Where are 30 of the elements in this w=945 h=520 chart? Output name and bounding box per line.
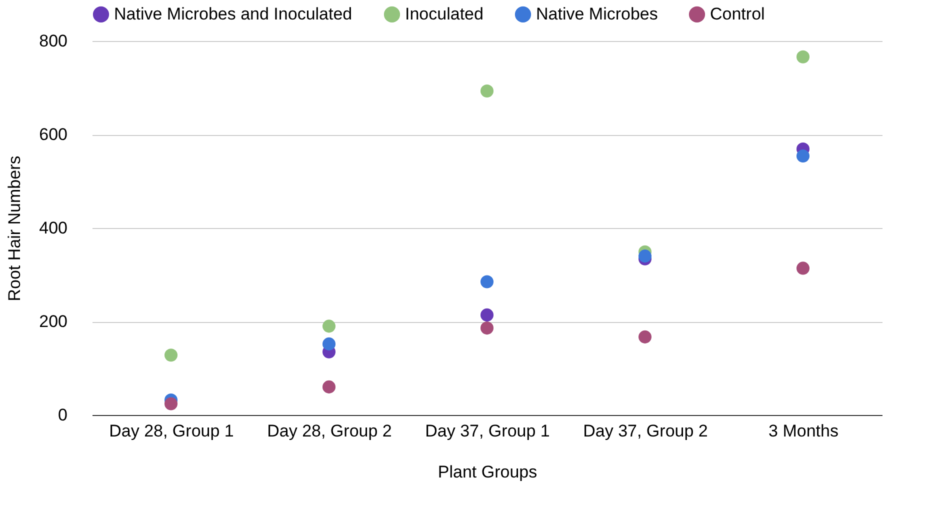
x-tick-label: Day 28, Group 1 [109, 422, 234, 440]
legend-label: Native Microbes and Inoculated [114, 4, 352, 24]
point [480, 322, 494, 335]
point [796, 262, 810, 275]
point [638, 330, 652, 344]
x-tick-label: Day 28, Group 2 [267, 422, 392, 440]
x-tick-label: Day 37, Group 2 [583, 422, 708, 440]
point [164, 348, 178, 362]
point [322, 320, 336, 333]
point [164, 397, 178, 410]
point [480, 84, 494, 98]
point [480, 275, 494, 288]
legend-label: Inoculated [405, 4, 484, 24]
y-axis-title: Root Hair Numbers [5, 156, 24, 302]
point [322, 337, 336, 350]
x-axis-title: Plant Groups [438, 462, 538, 482]
x-tick-label: 3 Months [768, 422, 838, 440]
y-tick-label: 0 [58, 406, 68, 424]
y-tick-label: 200 [39, 312, 68, 331]
point [796, 50, 810, 64]
point [796, 150, 810, 163]
y-tick-label: 400 [39, 218, 68, 238]
point [322, 380, 336, 394]
x-tick-label: Day 37, Group 1 [425, 422, 550, 440]
point [480, 308, 494, 322]
legend-label: Control [710, 4, 765, 24]
legend-label: Native Microbes [536, 4, 658, 24]
y-tick-label: 600 [39, 125, 68, 144]
y-tick-label: 800 [39, 32, 68, 50]
point [638, 250, 652, 263]
